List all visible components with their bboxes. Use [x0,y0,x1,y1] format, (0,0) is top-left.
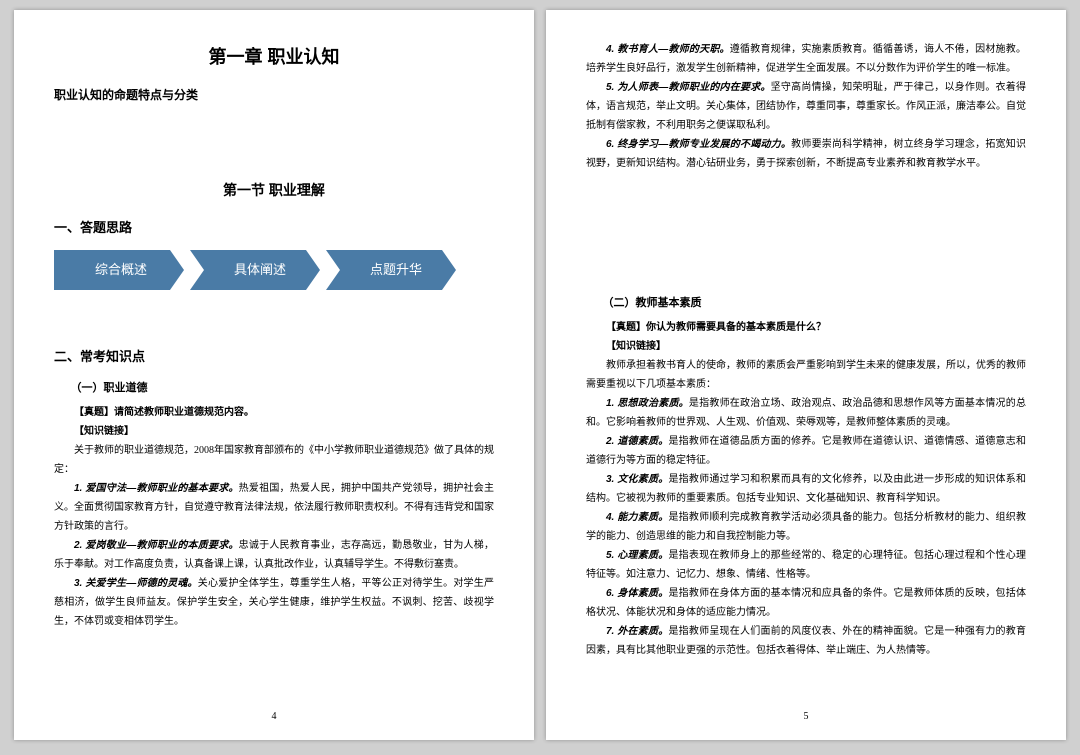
page-right: 4. 教书育人—教师的天职。遵循教育规律，实施素质教育。循循善诱，诲人不倦，因材… [546,10,1066,740]
intro-text-2: 教师承担着教书育人的使命，教师的素质会严重影响到学生未来的健康发展，所以，优秀的… [586,356,1026,394]
chevron-flow: 综合概述具体阐述点题升华 [54,250,494,290]
quality-item-4: 4. 能力素质。是指教师顺利完成教育教学活动必须具备的能力。包括分析教材的能力、… [586,508,1026,546]
page-number-left: 4 [14,707,534,726]
heading-answer-ideas: 一、答题思路 [54,216,494,241]
heading-knowledge-points: 二、常考知识点 [54,345,494,370]
chevron-step-2: 具体阐述 [190,250,320,290]
quality-item-6: 6. 身体素质。是指教师在身体方面的基本情况和应具备的条件。它是教师体质的反映，… [586,584,1026,622]
subheading-basic-quality: （二）教师基本素质 [586,293,1026,314]
question-label-2: 【真题】你认为教师需要具备的基本素质是什么？ [586,318,1026,337]
ethics-item-4: 4. 教书育人—教师的天职。遵循教育规律，实施素质教育。循循善诱，诲人不倦，因材… [586,40,1026,78]
ethics-item-2: 2. 爱岗敬业—教师职业的本质要求。忠诚于人民教育事业，志存高远，勤恳敬业，甘为… [54,536,494,574]
quality-item-5: 5. 心理素质。是指表现在教师身上的那些经常的、稳定的心理特征。包括心理过程和个… [586,546,1026,584]
subheading-ethics: （一）职业道德 [54,378,494,399]
chevron-step-3: 点题升华 [326,250,456,290]
question-label: 【真题】请简述教师职业道德规范内容。 [54,403,494,422]
ethics-item-6: 6. 终身学习—教师专业发展的不竭动力。教师要崇尚科学精神，树立终身学习理念，拓… [586,135,1026,173]
quality-item-1: 1. 思想政治素质。是指教师在政治立场、政治观点、政治品德和思想作风等方面基本情… [586,394,1026,432]
chevron-step-1: 综合概述 [54,250,184,290]
knowledge-label-2: 【知识链接】 [586,337,1026,356]
knowledge-label: 【知识链接】 [54,422,494,441]
intro-text: 关于教师的职业道德规范，2008年国家教育部颁布的《中小学教师职业道德规范》做了… [54,441,494,479]
chapter-title: 第一章 职业认知 [54,40,494,74]
ethics-item-3: 3. 关爱学生—师德的灵魂。关心爱护全体学生，尊重学生人格，平等公正对待学生。对… [54,574,494,631]
ethics-item-5: 5. 为人师表—教师职业的内在要求。坚守高尚情操，知荣明耻，严于律己，以身作则。… [586,78,1026,135]
page-number-right: 5 [546,707,1066,726]
sub-heading: 职业认知的命题特点与分类 [54,84,494,107]
quality-item-3: 3. 文化素质。是指教师通过学习和积累而具有的文化修养，以及由此进一步形成的知识… [586,470,1026,508]
ethics-item-1: 1. 爱国守法—教师职业的基本要求。热爱祖国，热爱人民，拥护中国共产党领导，拥护… [54,479,494,536]
quality-item-2: 2. 道德素质。是指教师在道德品质方面的修养。它是教师在道德认识、道德情感、道德… [586,432,1026,470]
quality-item-7: 7. 外在素质。是指教师呈现在人们面前的风度仪表、外在的精神面貌。它是一种强有力… [586,622,1026,660]
section-title: 第一节 职业理解 [54,177,494,204]
page-left: 第一章 职业认知 职业认知的命题特点与分类 第一节 职业理解 一、答题思路 综合… [14,10,534,740]
